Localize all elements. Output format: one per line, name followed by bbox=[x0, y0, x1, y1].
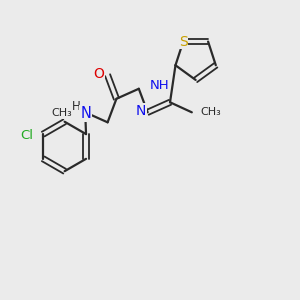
Text: N: N bbox=[136, 104, 146, 118]
Text: Cl: Cl bbox=[20, 129, 33, 142]
Text: N: N bbox=[80, 106, 91, 121]
Text: H: H bbox=[72, 100, 81, 113]
Text: O: O bbox=[93, 67, 104, 81]
Text: CH₃: CH₃ bbox=[200, 107, 221, 117]
Text: NH: NH bbox=[150, 79, 170, 92]
Text: CH₃: CH₃ bbox=[51, 109, 72, 118]
Text: S: S bbox=[179, 34, 188, 49]
